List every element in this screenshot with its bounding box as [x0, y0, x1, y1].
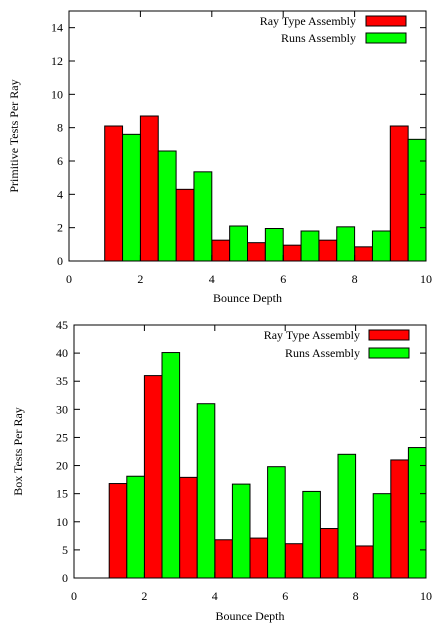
bar-runs — [372, 493, 392, 579]
x-tick-label: 0 — [66, 272, 72, 286]
y-axis-label: Primitive Tests Per Ray — [7, 79, 21, 192]
bar-runs — [161, 352, 181, 579]
bar-ray-type — [249, 537, 269, 579]
bar-ray-type — [318, 239, 338, 262]
y-tick-label: 45 — [56, 318, 68, 332]
bar-runs — [157, 150, 177, 262]
x-tick-label: 8 — [352, 272, 358, 286]
y-tick-label: 0 — [57, 254, 63, 268]
bar-ray-type — [108, 483, 128, 579]
bar-runs — [336, 226, 356, 262]
bar-runs — [193, 171, 213, 262]
bar-ray-type — [247, 242, 266, 262]
x-tick-label: 4 — [212, 589, 218, 603]
y-tick-label: 25 — [56, 430, 68, 444]
y-tick-label: 12 — [51, 54, 63, 68]
bar-runs — [337, 453, 357, 579]
bar-ray-type — [214, 539, 233, 579]
x-tick-label: 6 — [280, 272, 286, 286]
y-axis-label: Box Tests Per Ray — [11, 407, 25, 496]
bar-runs — [267, 466, 286, 579]
y-tick-label: 8 — [57, 121, 63, 135]
y-tick-label: 2 — [57, 221, 63, 235]
bar-ray-type — [211, 239, 231, 262]
x-axis-label: Bounce Depth — [213, 291, 282, 305]
y-tick-label: 20 — [56, 459, 68, 473]
y-tick-label: 35 — [56, 374, 68, 388]
legend-label: Ray Type Assembly — [264, 328, 360, 342]
chart-box-tests: 0 5 10 15 20 25 30 35 40 45 0 2 4 6 8 10 Bounce Depth Box… — [11, 318, 432, 623]
legend-swatch — [368, 329, 410, 341]
x-tick-label: 2 — [137, 272, 143, 286]
bar-ray-type — [284, 543, 304, 579]
bar-runs — [407, 138, 427, 262]
plot-frame — [73, 324, 427, 579]
x-tick-label: 0 — [71, 589, 77, 603]
bar-ray-type — [390, 459, 409, 579]
bar-runs — [196, 403, 216, 579]
bar-ray-type — [139, 115, 159, 262]
legend-label: Runs Assembly — [285, 346, 360, 360]
legend-swatch — [368, 347, 410, 359]
bar-runs — [302, 490, 321, 579]
x-tick-label: 2 — [141, 589, 147, 603]
x-tick-label: 4 — [209, 272, 215, 286]
y-tick-label: 6 — [57, 154, 63, 168]
bar-runs — [122, 133, 141, 262]
y-tick-label: 30 — [56, 402, 68, 416]
bar-runs — [264, 228, 284, 262]
chart-primitive-tests: 0 2 4 6 8 10 12 14 0 2 4 6 8 10 Bounce Depth Primitive … — [7, 10, 432, 305]
bar-runs — [300, 230, 320, 262]
y-tick-label: 10 — [51, 87, 63, 101]
x-tick-label: 8 — [353, 589, 359, 603]
bar-runs — [231, 483, 251, 579]
x-tick-label: 6 — [282, 589, 288, 603]
legend-label: Runs Assembly — [281, 31, 356, 45]
x-tick-label: 10 — [420, 589, 432, 603]
bar-runs — [229, 225, 248, 262]
y-tick-label: 10 — [56, 515, 68, 529]
bar-runs — [126, 475, 145, 579]
bar-ray-type — [389, 125, 409, 262]
legend-swatch — [365, 32, 407, 44]
bar-ray-type — [175, 188, 195, 262]
plot-frame — [68, 10, 427, 262]
bar-ray-type — [179, 476, 198, 579]
bar-ray-type — [104, 125, 124, 262]
y-tick-label: 5 — [62, 543, 68, 557]
legend-label: Ray Type Assembly — [260, 14, 356, 28]
bar-runs — [407, 447, 427, 579]
bar-ray-type — [355, 545, 374, 579]
legend-swatch — [365, 15, 407, 27]
y-tick-label: 40 — [56, 346, 68, 360]
bar-ray-type — [282, 244, 302, 262]
bar-ray-type — [319, 528, 339, 579]
y-tick-label: 4 — [57, 187, 63, 201]
bar-ray-type — [354, 246, 373, 262]
bar-runs — [371, 230, 391, 262]
bar-ray-type — [143, 375, 163, 579]
y-tick-label: 14 — [51, 21, 63, 35]
y-tick-label: 15 — [56, 487, 68, 501]
x-axis-label: Bounce Depth — [216, 609, 285, 623]
x-tick-label: 10 — [420, 272, 432, 286]
y-tick-label: 0 — [62, 571, 68, 585]
